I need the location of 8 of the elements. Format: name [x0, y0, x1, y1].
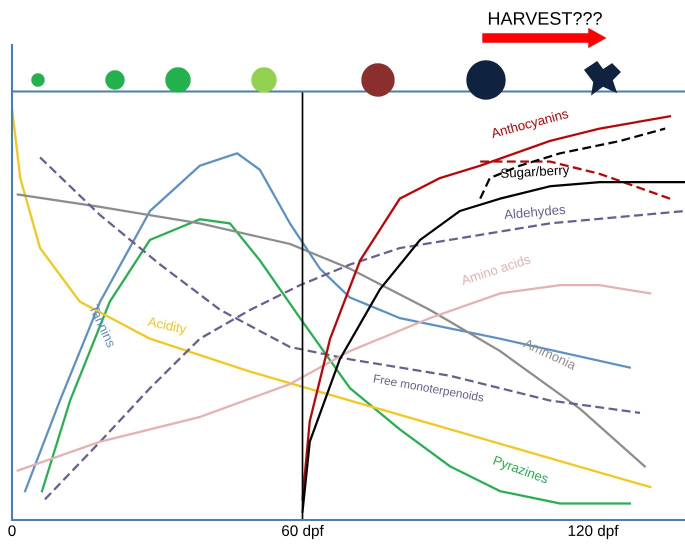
text: Amino acids [460, 254, 531, 286]
x-tick-label: 120 dpf [568, 524, 619, 540]
x-tick-label: 0 [8, 525, 16, 536]
series-label: Sugar/berry [500, 164, 570, 181]
series-label: Aldehydes [504, 204, 566, 222]
x-tick-label: 60 dpf [282, 524, 324, 540]
text: Acidity [146, 316, 188, 336]
text: HARVEST??? [488, 12, 602, 25]
